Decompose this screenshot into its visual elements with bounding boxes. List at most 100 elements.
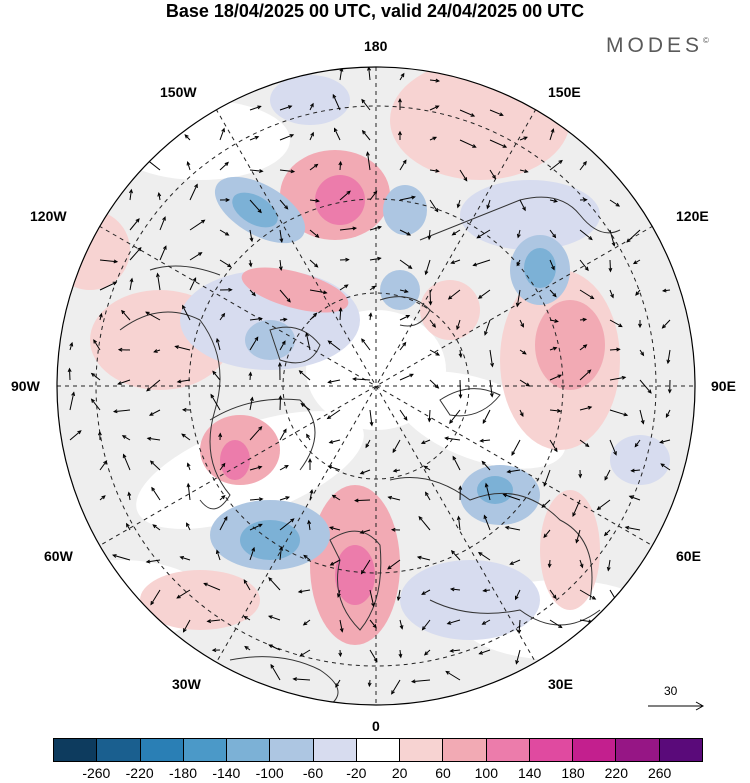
wind-vector-head (387, 495, 393, 500)
wind-vector (543, 529, 551, 538)
wind-vector-head (249, 237, 254, 243)
wind-vector (425, 259, 431, 275)
wind-vector (368, 67, 371, 81)
lon-label-150e: 150E (548, 84, 581, 100)
wind-vector-head (520, 323, 524, 328)
wind-vector-head (277, 362, 282, 367)
wind-vector (328, 340, 341, 351)
wind-vector-head (215, 337, 220, 343)
wind-vector-head (303, 554, 308, 559)
wind-vector-head (591, 595, 597, 600)
wind-vector (216, 550, 221, 561)
wind-vector (631, 469, 641, 472)
wind-vector (456, 319, 461, 330)
wind-vector-head (543, 482, 548, 487)
wind-vector-head (420, 440, 426, 444)
wind-vector-head (326, 415, 332, 420)
wind-vector-head (148, 412, 154, 416)
lon-label-0: 0 (372, 718, 380, 734)
wind-vector-head (665, 413, 670, 419)
wind-vector (219, 516, 228, 531)
colorbar-tick-label: 60 (435, 765, 451, 781)
wind-vector (515, 649, 521, 664)
wind-vector-head (181, 407, 187, 412)
wind-vector (579, 289, 594, 299)
wind-vector-head (556, 408, 562, 413)
wind-vector-head (297, 589, 303, 594)
wind-vector-head (359, 530, 365, 534)
wind-vector-head (484, 331, 488, 336)
wind-vector (399, 619, 403, 629)
wind-vector-head (396, 596, 401, 602)
wind-vector (399, 373, 414, 381)
wind-vector (429, 349, 440, 356)
wind-vector-head (515, 595, 519, 601)
wind-vector-head (435, 168, 440, 173)
wind-vector (216, 338, 221, 351)
wind-vector (301, 403, 311, 411)
wind-vector (634, 439, 641, 447)
wind-vector (549, 589, 557, 599)
wind-vector-head (227, 263, 232, 268)
wind-vector (428, 409, 431, 422)
wind-vector (355, 499, 371, 502)
wind-vector-head (203, 582, 208, 587)
wind-vector-head (258, 316, 263, 321)
wind-vector (187, 161, 191, 171)
wind-vector-head (201, 219, 206, 224)
wind-vector-head (354, 498, 359, 503)
wind-vector-head (506, 469, 512, 474)
wind-vector-head (307, 519, 312, 525)
wind-vector-head (558, 624, 563, 629)
wind-vector-head (270, 663, 275, 669)
wind-vector-head (377, 225, 382, 230)
wind-vector-head (481, 460, 486, 466)
wind-vector-head (403, 416, 408, 421)
wind-vector-head (553, 447, 558, 453)
wind-vector (549, 289, 557, 297)
wind-vector (369, 649, 378, 662)
wind-vector-head (338, 652, 343, 658)
wind-vector-head (372, 624, 377, 629)
wind-vector-head (243, 616, 248, 620)
wind-vector (332, 94, 341, 111)
wind-vector-head (402, 341, 407, 347)
wind-vector (417, 556, 431, 561)
wind-vector-head (421, 591, 426, 595)
wind-vector-head (360, 569, 365, 575)
wind-vector (293, 678, 311, 681)
wind-vector-head (279, 238, 284, 243)
wind-vector-head (483, 514, 488, 520)
wind-vector (189, 277, 197, 291)
wind-vector-head (162, 245, 167, 250)
wind-vector-head (186, 482, 191, 488)
wind-vector-head (228, 287, 233, 292)
wind-vector-head (398, 97, 402, 103)
wind-vector (483, 515, 491, 531)
wind-vector (399, 196, 415, 201)
wind-vector (268, 615, 281, 621)
wind-vector-head (184, 134, 189, 139)
wind-vector (249, 289, 256, 296)
wind-vector (549, 374, 562, 381)
colorbar-tick-label: 100 (474, 765, 499, 781)
wind-vector-head (285, 496, 290, 500)
wind-vector (150, 589, 161, 605)
wind-vector (249, 136, 259, 141)
wind-vector (367, 152, 371, 171)
wind-vector (327, 409, 341, 419)
wind-vector (629, 495, 641, 501)
wind-vector-head (523, 136, 528, 141)
wind-vector-head (584, 266, 589, 272)
wind-vector-head (618, 323, 623, 328)
wind-vector (575, 529, 581, 543)
wind-vector (604, 469, 611, 480)
wind-vector (177, 379, 191, 383)
wind-vector-head (373, 190, 378, 195)
wind-vector (69, 430, 82, 441)
wind-vector (579, 229, 593, 240)
wind-vector (360, 469, 371, 475)
wind-vector-head (305, 332, 309, 337)
wind-vector (369, 619, 377, 628)
wind-vector-head (667, 389, 672, 394)
